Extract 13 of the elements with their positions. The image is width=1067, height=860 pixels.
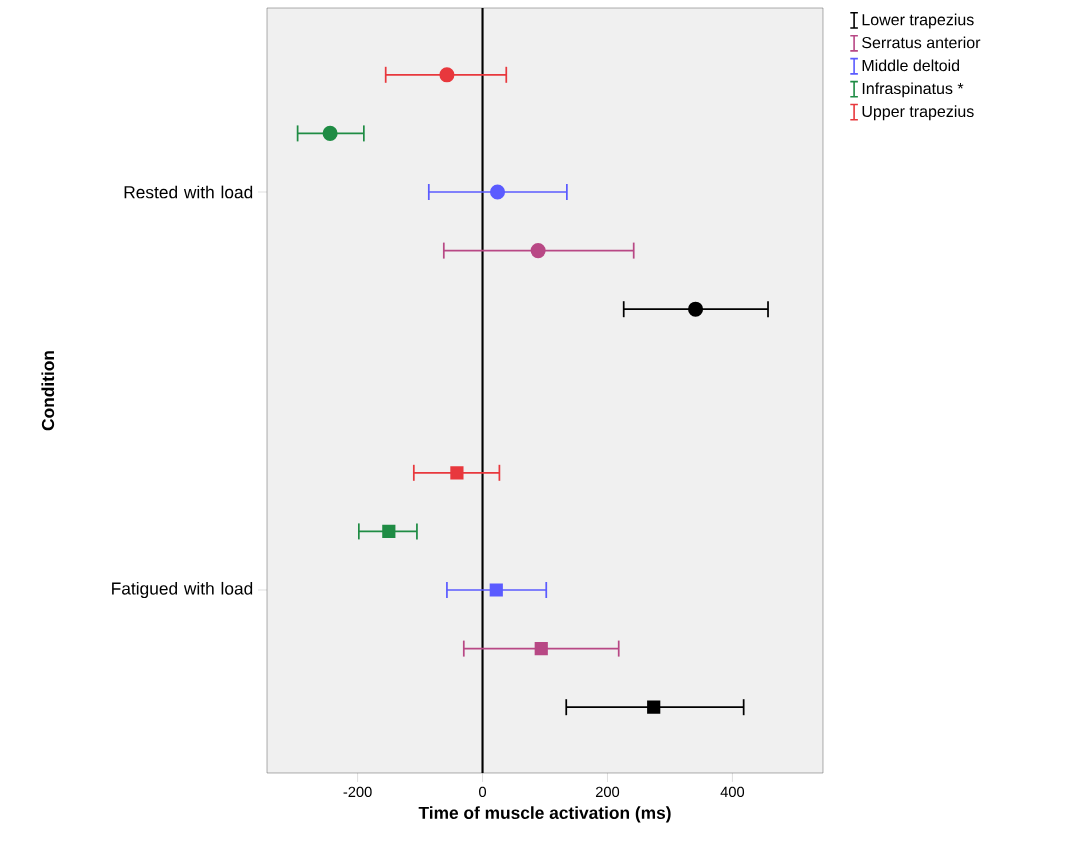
- y-tick-label: Fatigued with load: [112, 581, 253, 599]
- legend-label: Lower trapezius: [862, 13, 974, 29]
- x-tick-label: 200: [595, 786, 620, 798]
- legend-label: Middle deltoid: [862, 59, 960, 72]
- x-tick-label: 0: [479, 786, 487, 798]
- y-tick-label: Rested with load: [124, 185, 253, 199]
- legend-label: Infraspinatus *: [862, 82, 964, 98]
- legend-label: Serratus anterior: [862, 36, 981, 49]
- x-tick-label: 400: [720, 786, 745, 798]
- legend-label: Upper trapezius: [862, 105, 974, 121]
- x-axis-title: Time of muscle activation (ms): [418, 806, 671, 823]
- x-tick-label: -200: [343, 786, 372, 798]
- y-axis-title: Condition: [41, 351, 55, 431]
